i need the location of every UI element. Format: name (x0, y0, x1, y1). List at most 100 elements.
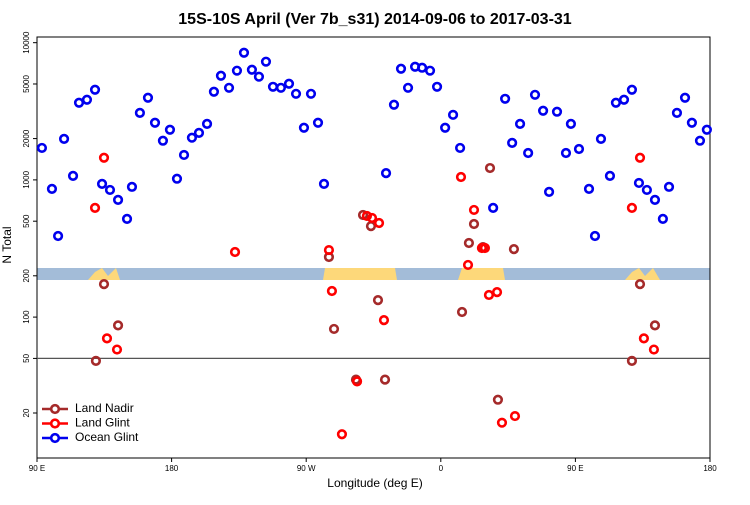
point (326, 285, 338, 297)
point (626, 84, 638, 95)
point (589, 230, 601, 242)
point (283, 78, 295, 89)
point (98, 278, 110, 290)
point (67, 170, 79, 181)
point (366, 212, 378, 224)
point (634, 152, 646, 163)
point (318, 178, 330, 189)
point (492, 394, 504, 405)
land-shape (625, 268, 660, 280)
point (514, 118, 526, 129)
point (164, 124, 176, 135)
point (372, 295, 384, 306)
point (58, 133, 70, 144)
point (323, 244, 335, 256)
point (479, 242, 491, 254)
point (380, 168, 392, 179)
point (565, 118, 577, 129)
point (638, 333, 649, 344)
point (454, 142, 466, 154)
point (496, 417, 508, 428)
point (417, 62, 428, 73)
point (186, 132, 198, 143)
point (215, 70, 227, 81)
point (89, 202, 101, 213)
point (462, 259, 474, 271)
x-tick-label: 180 (165, 464, 179, 473)
point (507, 137, 518, 149)
point (694, 135, 706, 146)
x-tick-label: 90 W (297, 464, 316, 473)
x-tick-label: 0 (439, 464, 444, 473)
point (379, 374, 391, 385)
point (583, 183, 595, 194)
point (101, 333, 113, 344)
point (275, 82, 287, 93)
point (253, 71, 265, 82)
point (455, 171, 467, 183)
legend-label: Ocean Glint (75, 430, 139, 444)
point (671, 107, 683, 118)
point (395, 63, 407, 74)
point (178, 149, 190, 161)
point (112, 194, 124, 205)
point (149, 117, 161, 128)
y-tick-label: 5000 (22, 75, 31, 93)
point (509, 410, 521, 422)
point (126, 181, 138, 192)
point (361, 210, 373, 222)
y-tick-label: 10000 (22, 31, 31, 54)
point (112, 320, 124, 331)
x-tick-label: 90 E (567, 464, 583, 473)
y-tick-label: 100 (22, 310, 31, 324)
point (431, 81, 443, 92)
point (701, 124, 712, 135)
y-tick-label: 50 (22, 353, 31, 362)
point (171, 173, 183, 184)
point (81, 94, 93, 105)
point (290, 88, 302, 99)
x-axis-label: Longitude (deg E) (327, 476, 422, 490)
point (626, 355, 638, 366)
point (641, 184, 652, 196)
point (246, 64, 258, 75)
point (663, 181, 675, 192)
point (537, 105, 549, 116)
point (89, 84, 101, 95)
y-tick-label: 20 (22, 408, 31, 417)
point (488, 202, 499, 213)
legend-marker (49, 418, 61, 429)
point (36, 142, 48, 154)
point (508, 244, 520, 255)
point (121, 213, 133, 224)
point (468, 204, 480, 216)
point (134, 107, 145, 118)
point (402, 82, 414, 93)
y-tick-label: 2000 (22, 129, 31, 147)
point (267, 81, 279, 92)
point (231, 65, 243, 76)
x-tick-label: 180 (703, 464, 717, 473)
point (543, 186, 555, 197)
point (686, 117, 698, 128)
plot-frame (36, 36, 711, 459)
land-shape (458, 268, 505, 280)
point (351, 376, 363, 387)
point (111, 344, 123, 355)
point (260, 56, 272, 67)
point (378, 315, 390, 326)
point (223, 82, 235, 93)
point (373, 217, 385, 229)
land-shape (88, 268, 120, 280)
point (634, 278, 646, 290)
point (648, 344, 660, 355)
point (649, 194, 661, 205)
land-shape (323, 268, 397, 280)
point (529, 89, 541, 100)
x-tick-label: 90 E (29, 464, 45, 473)
point (500, 93, 511, 104)
point (46, 183, 58, 194)
point (336, 429, 348, 440)
point (618, 94, 630, 105)
